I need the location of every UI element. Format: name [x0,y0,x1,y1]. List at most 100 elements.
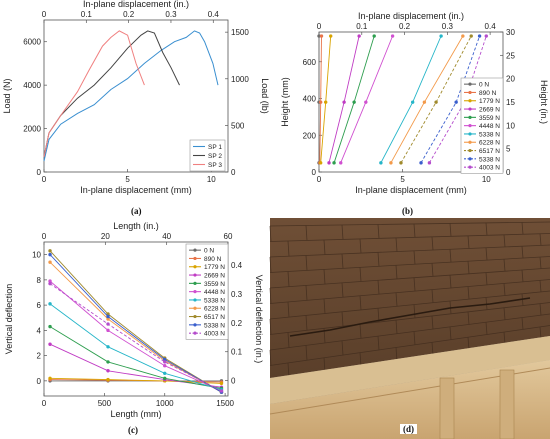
chart-b-legend-marker [468,132,472,136]
brick-joint-line [431,315,434,330]
chart-a-legend-label: SP 1 [208,144,222,151]
brick-joint-line [467,235,470,249]
chart-c-series-line [49,326,222,389]
brick-joint-line [503,259,506,272]
brick-joint-line [413,304,416,319]
brick-course-line [269,302,550,335]
chart-c-legend-marker [193,281,197,285]
chart-c-legend-label: 4448 N [204,289,225,296]
chart-b-y2tick-label: 15 [506,98,515,107]
chart-c-y2tick-label: 0.4 [231,261,243,270]
brick-joint-line [449,275,452,289]
chart-b-legend-marker [468,90,472,95]
chart-b-svg: 0 5 10 0 200 400 600 0 0.1 0.2 0.3 0.4 0 5 10 15 20 25 30 I… [280,11,549,195]
chart-c-ytick-label: 0 [37,377,42,386]
chart-c-x2tick-label: 20 [101,232,110,241]
chart-a-legend-label: SP 2 [208,153,222,160]
brick-joint-line [287,301,290,318]
brick-course-line [269,244,550,258]
chart-b-data-point [332,161,336,165]
chart-b-legend-marker [468,165,472,169]
chart-b-legend-marker [468,107,472,111]
chart-a-y2tick-label: 0 [231,168,236,177]
chart-a-y2tick-label: 1500 [231,28,249,37]
chart-b-y2tick-label: 10 [506,121,515,130]
chart-b-y2tick-label: 0 [506,168,511,177]
brick-joint-line [395,320,398,334]
photo-earthen-wall [269,218,550,439]
chart-b-xtick-label: 0 [317,175,322,184]
chart-b-legend-label: 3559 N [479,115,500,122]
brick-joint-line [431,263,434,277]
chart-b-legend-label: 6228 N [479,140,500,147]
chart-c-series-line [49,303,222,391]
brick-joint-line [377,252,380,267]
caption-c: (c) [128,425,138,435]
brick-joint-line [305,345,308,361]
brick-joint-line [323,269,326,285]
chart-a-x2tick-label: 0.4 [208,10,220,19]
chart-c-data-point [106,377,110,382]
chart-c-y2tick-label: 0.2 [231,319,243,328]
chart-b-x2tick-label: 0.4 [485,22,497,31]
brick-joint-line [485,247,488,261]
chart-c-x2label: Length (in.) [113,221,159,231]
chart-b-y2label: Height (in.) [539,80,549,124]
brick-joint-line [395,292,398,307]
brick-joint-line [341,224,344,240]
brick-course-line [269,325,550,366]
chart-b-ytick-label: 200 [303,131,317,140]
chart-b-y2tick-label: 5 [506,145,511,154]
chart-c-legend-marker [193,248,197,252]
chart-c-legend-marker [193,314,197,319]
chart-c-legend-label: 5338 N [204,297,225,304]
chart-b-data-point [427,161,432,165]
chart-a-x2tick-label: 0 [42,10,47,19]
chart-b-data-point [317,34,321,38]
brick-joint-line [413,331,416,345]
chart-b-data-point [372,34,376,38]
chart-c-legend-label: 1779 N [204,264,225,271]
brick-joint-line [287,332,290,348]
chart-b-data-point [329,34,333,38]
brick-joint-line [431,289,434,303]
brick-course-line [269,256,550,273]
chart-c-series-line [49,377,222,384]
chart-c-data-point [48,342,52,346]
brick-joint-line [305,255,308,271]
chart-b-legend-label: 5338 N [479,131,500,138]
chart-b-ytick-label: 400 [303,95,317,104]
brick-joint-line [539,233,542,246]
brick-joint-line [305,315,308,331]
brick-course-line [269,279,550,304]
chart-b-series-line [333,35,375,163]
chart-a-ytick-label: 2000 [23,125,41,134]
chart-a-ytick-label: 4000 [23,81,41,90]
chart-b-series-line [320,35,332,163]
chart-b-data-point [454,100,458,104]
chart-a-series-line [43,30,219,162]
chart-b-legend-marker [468,148,472,153]
chart-b-ytick-label: 600 [303,58,317,67]
chart-c-x2tick-label: 60 [224,232,233,241]
chart-c-data-point [106,369,110,373]
brick-joint-line [449,223,452,237]
brick-course-line [269,233,550,242]
chart-b-data-point [469,34,473,38]
chart-b-data-point [318,161,323,165]
brick-course-line [269,313,550,351]
chart-b-data-point [461,34,465,38]
chart-b-legend-label: 6517 N [479,148,500,155]
chart-c-x2tick-label: 0 [42,232,47,241]
chart-b-ylabel: Height (mm) [280,77,290,127]
chart-b-x2tick-label: 0 [317,22,322,31]
chart-b-y2tick-label: 20 [506,75,515,84]
brick-joint-line [341,253,344,269]
brick-joint-line [269,256,272,273]
chart-b-data-point [477,34,482,38]
brick-joint-line [467,337,470,350]
chart-b-data-point [339,161,343,165]
chart-c-series-line [49,254,222,393]
brick-joint-line [539,257,542,269]
chart-b-series-line [400,35,472,164]
